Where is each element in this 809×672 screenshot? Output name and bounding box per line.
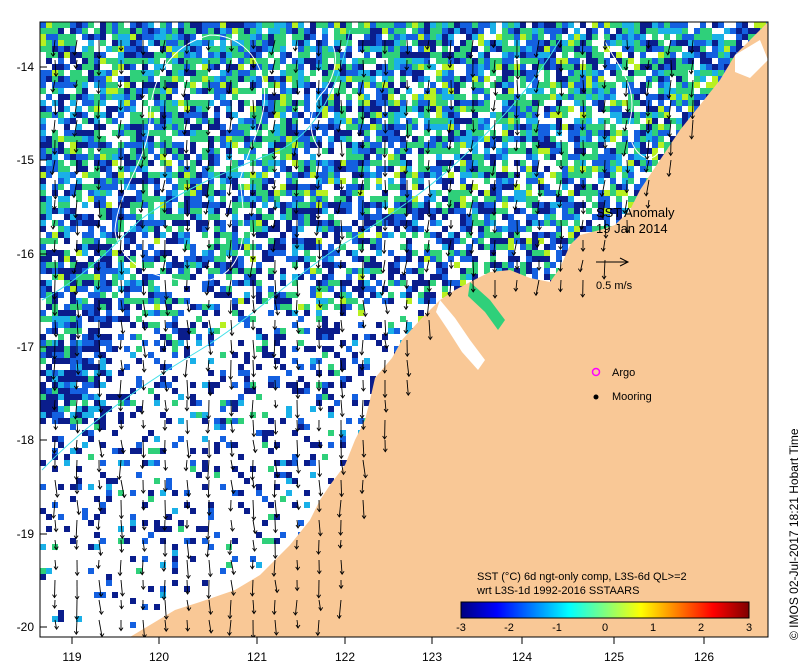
x-tick-label: 125 — [604, 650, 624, 664]
argo-label: Argo — [612, 367, 635, 379]
colorbar-tick-label: 2 — [698, 622, 704, 634]
colorbar-ticks: -3 -2 -1 0 1 2 3 — [456, 622, 752, 634]
y-tick-label: -18 — [17, 433, 35, 447]
map-title: SST Anomaly — [596, 205, 675, 220]
x-tick-label: 124 — [512, 650, 532, 664]
gulf-inlet — [436, 300, 485, 370]
coastal-inlet — [468, 282, 505, 330]
scale-vector — [596, 257, 630, 267]
colorbar-caption-line1: SST (°C) 6d ngt-only comp, L3S-6d QL>=2 — [477, 571, 687, 583]
y-tick-label: -17 — [17, 340, 35, 354]
mooring-legend: Mooring — [593, 391, 652, 403]
plot-frame — [39, 21, 769, 638]
argo-legend: Argo — [591, 367, 635, 379]
colorbar-tick-label: 1 — [650, 622, 656, 634]
x-tick-label: 123 — [422, 650, 442, 664]
x-tick-label: 122 — [335, 650, 355, 664]
x-tick-label: 119 — [62, 650, 81, 664]
x-tick-label: 121 — [247, 650, 267, 664]
current-vectors — [49, 39, 695, 637]
mooring-label: Mooring — [612, 391, 652, 403]
longitude-axis: 119 120 121 122 123 124 125 126 — [62, 637, 714, 664]
y-tick-label: -16 — [17, 247, 35, 261]
colorbar — [460, 601, 750, 619]
colorbar-tick-label: -1 — [552, 622, 562, 634]
y-tick-label: -20 — [17, 620, 35, 634]
x-tick-label: 126 — [694, 650, 714, 664]
colorbar-tick-label: 0 — [602, 622, 608, 634]
map-date: 19 Jan 2014 — [596, 221, 668, 236]
mooring-marker-icon — [593, 394, 599, 400]
latitude-axis: -14 -15 -16 -17 -18 -19 -20 — [17, 60, 47, 634]
imos-credit: © IMOS 02-Jul-2017 18:21 Hobart Time — [787, 428, 801, 640]
colorbar-tick-label: 3 — [746, 622, 752, 634]
y-tick-label: -14 — [17, 60, 35, 74]
coastal-inlet — [735, 40, 768, 78]
argo-marker-icon — [591, 367, 601, 377]
colorbar-tick-label: -3 — [456, 622, 466, 634]
scale-vector-label: 0.5 m/s — [596, 280, 633, 292]
y-tick-label: -15 — [17, 153, 35, 167]
colorbar-caption-line2: wrt L3S-1d 1992-2016 SSTAARS — [476, 585, 639, 597]
y-tick-label: -19 — [17, 527, 35, 541]
colorbar-tick-label: -2 — [504, 622, 514, 634]
x-tick-label: 120 — [149, 650, 169, 664]
